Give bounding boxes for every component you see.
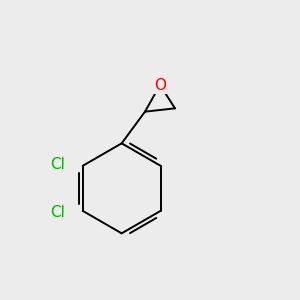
Text: Cl: Cl: [50, 157, 65, 172]
Text: O: O: [154, 77, 166, 92]
Text: Cl: Cl: [50, 205, 65, 220]
